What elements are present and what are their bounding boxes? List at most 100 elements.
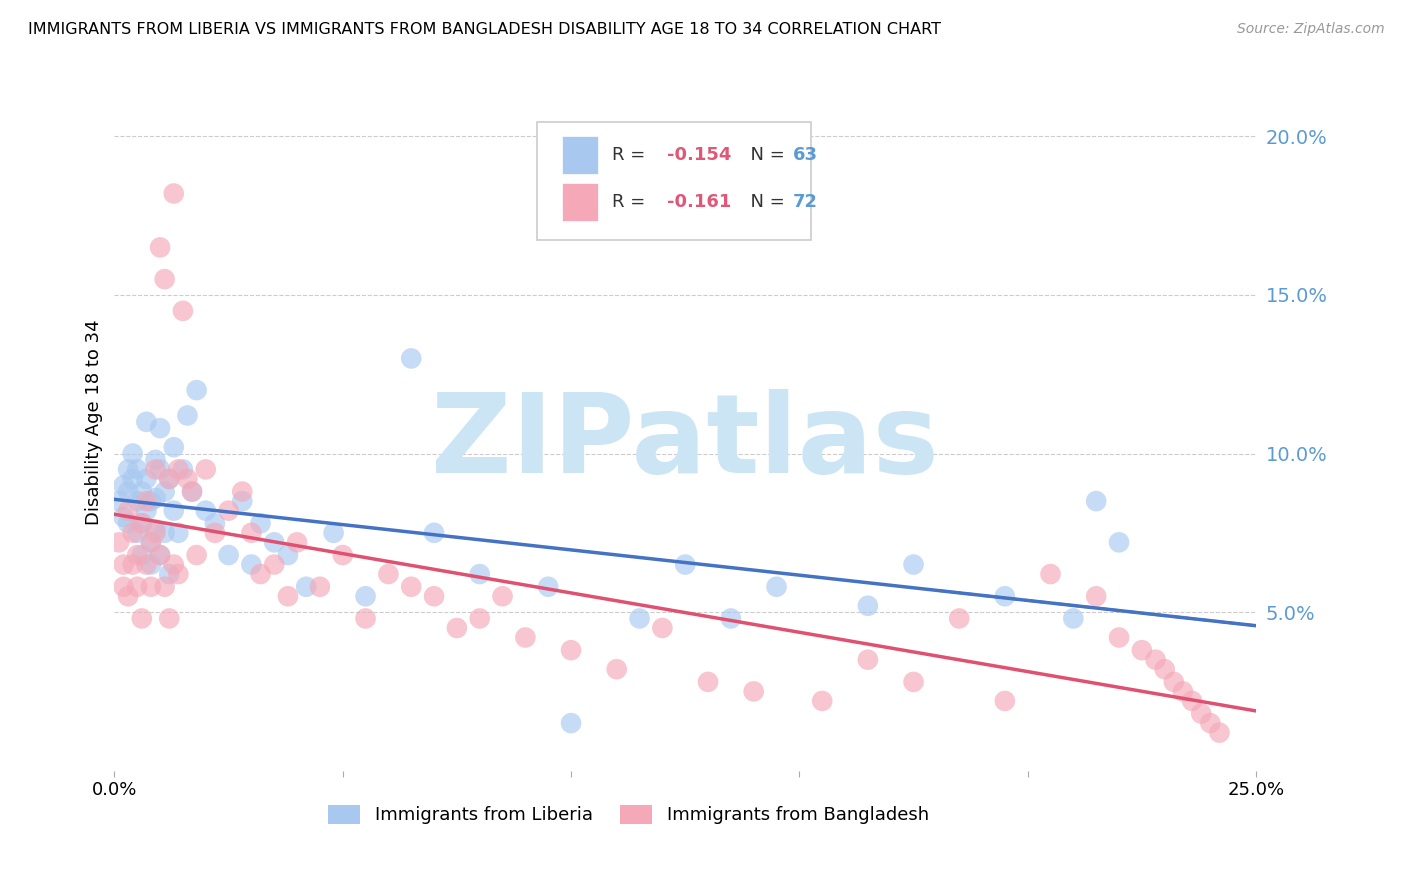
Point — [491, 589, 513, 603]
Point — [240, 525, 263, 540]
Text: -0.154: -0.154 — [666, 146, 731, 164]
Point — [423, 525, 446, 540]
Point — [112, 558, 135, 572]
Point — [1208, 725, 1230, 739]
Point — [285, 535, 308, 549]
Point — [131, 516, 153, 531]
Point — [149, 240, 172, 254]
Point — [1039, 567, 1062, 582]
Point — [204, 516, 226, 531]
Point — [1199, 716, 1222, 731]
Point — [277, 589, 299, 603]
Point — [139, 580, 162, 594]
Point — [994, 589, 1017, 603]
Point — [1130, 643, 1153, 657]
Point — [537, 580, 560, 594]
Point — [135, 558, 157, 572]
Point — [117, 516, 139, 531]
Text: R =: R = — [612, 193, 651, 211]
Point — [181, 484, 204, 499]
Point — [139, 535, 162, 549]
Point — [121, 525, 143, 540]
Point — [127, 548, 149, 562]
Point — [309, 580, 332, 594]
Point — [157, 567, 180, 582]
Point — [856, 653, 879, 667]
Point — [628, 611, 651, 625]
Text: 72: 72 — [793, 193, 817, 211]
Point — [127, 580, 149, 594]
Point — [515, 631, 537, 645]
Point — [1189, 706, 1212, 721]
Point — [127, 462, 149, 476]
Point — [117, 503, 139, 517]
Point — [121, 446, 143, 460]
Text: R =: R = — [612, 146, 651, 164]
Point — [163, 440, 186, 454]
Point — [423, 589, 446, 603]
Point — [181, 484, 204, 499]
Point — [167, 525, 190, 540]
Point — [135, 494, 157, 508]
Point — [903, 558, 925, 572]
Point — [697, 674, 720, 689]
Point — [249, 567, 271, 582]
Point — [218, 548, 240, 562]
Point — [108, 494, 131, 508]
Point — [135, 503, 157, 517]
Text: ZIPatlas: ZIPatlas — [432, 389, 939, 496]
Point — [145, 525, 167, 540]
Point — [231, 484, 253, 499]
Point — [121, 472, 143, 486]
FancyBboxPatch shape — [562, 136, 599, 175]
Point — [651, 621, 673, 635]
Point — [263, 535, 285, 549]
Text: 63: 63 — [793, 146, 817, 164]
Point — [153, 484, 176, 499]
FancyBboxPatch shape — [562, 183, 599, 221]
Point — [167, 462, 190, 476]
Point — [145, 523, 167, 537]
Point — [811, 694, 834, 708]
Point — [1108, 631, 1130, 645]
Text: -0.161: -0.161 — [666, 193, 731, 211]
Point — [322, 525, 344, 540]
Point — [145, 491, 167, 505]
Point — [127, 525, 149, 540]
Point — [1181, 694, 1204, 708]
Point — [153, 525, 176, 540]
Point — [112, 478, 135, 492]
Point — [153, 580, 176, 594]
Point — [994, 694, 1017, 708]
Point — [186, 548, 208, 562]
Point — [176, 409, 198, 423]
Point — [172, 462, 194, 476]
Point — [108, 535, 131, 549]
Point — [468, 611, 491, 625]
Point — [446, 621, 468, 635]
Point — [1085, 589, 1108, 603]
Point — [332, 548, 354, 562]
Point — [149, 548, 172, 562]
Point — [948, 611, 970, 625]
Point — [606, 662, 628, 676]
Point — [277, 548, 299, 562]
Point — [139, 494, 162, 508]
Point — [204, 525, 226, 540]
Point — [157, 472, 180, 486]
Point — [263, 558, 285, 572]
Point — [1144, 653, 1167, 667]
Point — [127, 494, 149, 508]
Point — [135, 472, 157, 486]
Point — [149, 548, 172, 562]
Point — [163, 186, 186, 201]
Point — [560, 716, 582, 731]
Point — [157, 472, 180, 486]
Point — [720, 611, 742, 625]
Text: N =: N = — [740, 146, 790, 164]
Point — [249, 516, 271, 531]
Point — [153, 272, 176, 286]
Point — [167, 567, 190, 582]
Point — [121, 558, 143, 572]
Point — [149, 462, 172, 476]
